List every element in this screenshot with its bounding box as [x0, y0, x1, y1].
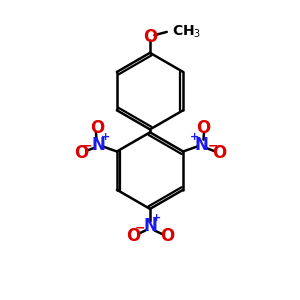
Text: −: − [135, 221, 146, 235]
Text: O: O [126, 227, 140, 245]
Text: O: O [143, 28, 157, 46]
Text: −: − [82, 140, 93, 152]
Text: +: + [152, 213, 161, 223]
Text: N: N [194, 136, 208, 154]
Text: CH$_3$: CH$_3$ [172, 23, 201, 40]
Text: N: N [92, 136, 106, 154]
Text: O: O [212, 144, 226, 162]
Text: O: O [90, 119, 104, 137]
Text: +: + [190, 132, 200, 142]
Text: N: N [143, 217, 157, 235]
Text: O: O [160, 227, 174, 245]
Text: +: + [100, 132, 110, 142]
Text: −: − [207, 140, 218, 152]
Text: O: O [74, 144, 88, 162]
Text: O: O [196, 119, 210, 137]
